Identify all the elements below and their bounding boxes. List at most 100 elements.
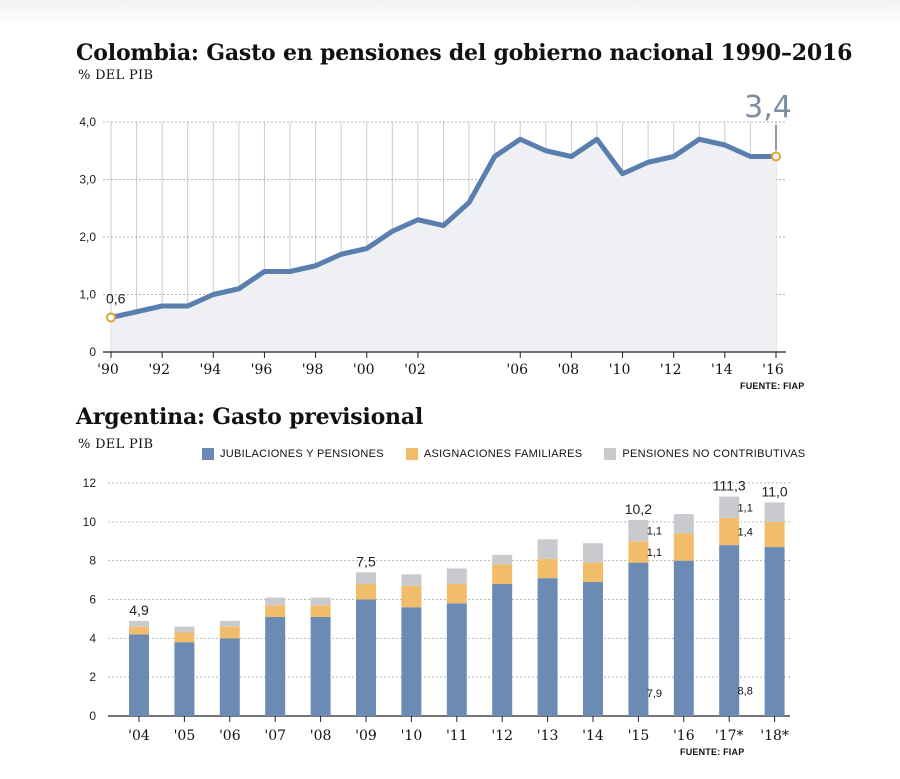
argentina-bar-segment bbox=[310, 597, 331, 606]
argentina-bar-segment bbox=[174, 632, 195, 643]
argentina-bar-segment bbox=[219, 620, 240, 627]
argentina-segment-label: 1,1 bbox=[647, 547, 662, 559]
legend-label-no-contributivas: PENSIONES NO CONTRIBUTIVAS bbox=[622, 448, 806, 460]
argentina-x-tick-label: '08 bbox=[310, 728, 332, 744]
argentina-bar-segment bbox=[537, 578, 558, 716]
argentina-y-tick-label: 8 bbox=[89, 554, 96, 568]
argentina-bar-segment bbox=[401, 585, 422, 608]
colombia-x-tick-label: '00 bbox=[353, 362, 375, 378]
argentina-total-label: 7,5 bbox=[356, 553, 376, 569]
argentina-bar-segment bbox=[628, 541, 649, 563]
legend-label-asignaciones: ASIGNACIONES FAMILIARES bbox=[423, 448, 583, 460]
colombia-chart-title: Colombia: Gasto en pensiones del gobiern… bbox=[76, 40, 853, 66]
argentina-bar-segment bbox=[764, 521, 785, 548]
argentina-bar-segment bbox=[174, 642, 195, 716]
colombia-end-point bbox=[771, 151, 781, 162]
colombia-y-tick-label: 4,0 bbox=[79, 115, 96, 129]
argentina-x-tick-label: '17* bbox=[715, 728, 744, 744]
argentina-x-tick-label: '15 bbox=[628, 728, 650, 744]
colombia-area-fill bbox=[111, 139, 776, 352]
argentina-x-tick-label: '11 bbox=[446, 728, 468, 744]
argentina-bar-segment bbox=[673, 514, 694, 534]
argentina-y-tick-label: 4 bbox=[89, 631, 96, 645]
argentina-bar-segment bbox=[764, 502, 785, 522]
argentina-bar-segment bbox=[401, 607, 422, 716]
argentina-total-label: 111,3 bbox=[713, 478, 746, 494]
colombia-x-tick-label: '02 bbox=[404, 362, 426, 378]
colombia-x-tick-label: '14 bbox=[711, 362, 733, 378]
argentina-x-tick-label: '05 bbox=[174, 728, 196, 744]
argentina-bar-segment bbox=[764, 547, 785, 716]
argentina-segment-label: 1,4 bbox=[738, 527, 753, 539]
argentina-y-tick-label: 10 bbox=[83, 515, 97, 529]
colombia-x-tick-label: '10 bbox=[609, 362, 631, 378]
argentina-bar-segment bbox=[129, 620, 149, 627]
argentina-y-tick-label: 0 bbox=[89, 709, 96, 723]
argentina-x-tick-label: '12 bbox=[491, 728, 513, 744]
argentina-x-tick-label: '13 bbox=[537, 728, 559, 744]
argentina-unit-label: % DEL PIB bbox=[78, 437, 154, 452]
colombia-y-tick-label: 3,0 bbox=[79, 173, 96, 187]
colombia-y-tick-label: 1,0 bbox=[79, 288, 96, 302]
argentina-x-tick-label: '14 bbox=[582, 728, 604, 744]
argentina-bar-segment bbox=[310, 616, 331, 716]
argentina-bar-segment bbox=[673, 560, 694, 716]
argentina-total-label: 11,0 bbox=[761, 483, 787, 499]
argentina-bar-segment bbox=[219, 626, 240, 639]
argentina-bar-segment bbox=[583, 543, 603, 563]
argentina-bar-segment bbox=[583, 562, 603, 583]
argentina-bar-segment bbox=[219, 638, 240, 716]
colombia-start-point bbox=[106, 312, 116, 323]
colombia-unit-label: % DEL PIB bbox=[78, 68, 154, 83]
argentina-bar-segment bbox=[265, 597, 286, 606]
argentina-segment-label: 8,8 bbox=[738, 685, 753, 697]
argentina-bar-segment bbox=[628, 519, 649, 542]
colombia-x-tick-label: '92 bbox=[148, 362, 170, 378]
argentina-bar-segment bbox=[446, 603, 467, 716]
argentina-bar-segment bbox=[310, 605, 331, 617]
colombia-y-tick-label: 2,0 bbox=[79, 230, 96, 244]
colombia-x-tick-label: '90 bbox=[97, 362, 119, 378]
argentina-bar-segment bbox=[446, 583, 467, 604]
argentina-bar-segment bbox=[446, 568, 467, 584]
argentina-total-label: 4,9 bbox=[129, 602, 149, 618]
argentina-segment-label: 1,1 bbox=[738, 502, 753, 514]
argentina-x-tick-label: '07 bbox=[264, 728, 286, 744]
legend-swatch-asignaciones bbox=[405, 448, 418, 460]
colombia-series-line bbox=[108, 136, 779, 320]
colombia-x-tick-label: '16 bbox=[762, 362, 784, 378]
legend-swatch-jubilaciones bbox=[202, 448, 214, 460]
argentina-bar-segment bbox=[401, 574, 422, 586]
argentina-segment-label: 1,1 bbox=[647, 526, 662, 538]
argentina-x-tick-label: '18* bbox=[760, 728, 789, 744]
legend-item-no-contributivas: PENSIONES NO CONTRIBUTIVAS bbox=[604, 448, 805, 460]
argentina-bar-segment bbox=[492, 554, 513, 565]
legend-item-jubilaciones: JUBILACIONES Y PENSIONES bbox=[202, 448, 384, 460]
argentina-y-tick-label: 6 bbox=[89, 593, 96, 607]
colombia-x-tick-label: '96 bbox=[251, 362, 273, 378]
argentina-total-label: 10,2 bbox=[625, 501, 652, 517]
argentina-bar-segment bbox=[673, 533, 694, 561]
argentina-bar-segment bbox=[492, 583, 513, 716]
argentina-bar-segment bbox=[537, 558, 558, 579]
argentina-bar-segment bbox=[174, 626, 195, 633]
colombia-end-value-label: 3,4 bbox=[744, 90, 792, 125]
argentina-bar-segment bbox=[719, 545, 740, 716]
legend-swatch-no-contributivas bbox=[604, 448, 617, 460]
colombia-x-tick-label: '08 bbox=[558, 362, 580, 378]
argentina-x-tick-label: '04 bbox=[128, 728, 150, 744]
argentina-bar-segment bbox=[492, 564, 513, 584]
colombia-x-tick-label: '94 bbox=[199, 362, 221, 378]
argentina-x-tick-label: '06 bbox=[219, 728, 241, 744]
argentina-bar-segment bbox=[628, 562, 649, 716]
argentina-chart-title: Argentina: Gasto previsional bbox=[76, 404, 424, 430]
colombia-start-value-label: 0,6 bbox=[106, 291, 126, 307]
argentina-bar-segment bbox=[265, 605, 286, 617]
argentina-legend: JUBILACIONES Y PENSIONES ASIGNACIONES FA… bbox=[202, 448, 805, 460]
argentina-y-tick-label: 12 bbox=[83, 476, 97, 490]
argentina-segment-label: 7,9 bbox=[647, 688, 662, 700]
legend-item-asignaciones: ASIGNACIONES FAMILIARES bbox=[405, 448, 583, 460]
argentina-bar-segment bbox=[583, 582, 603, 716]
argentina-x-tick-label: '16 bbox=[673, 728, 695, 744]
